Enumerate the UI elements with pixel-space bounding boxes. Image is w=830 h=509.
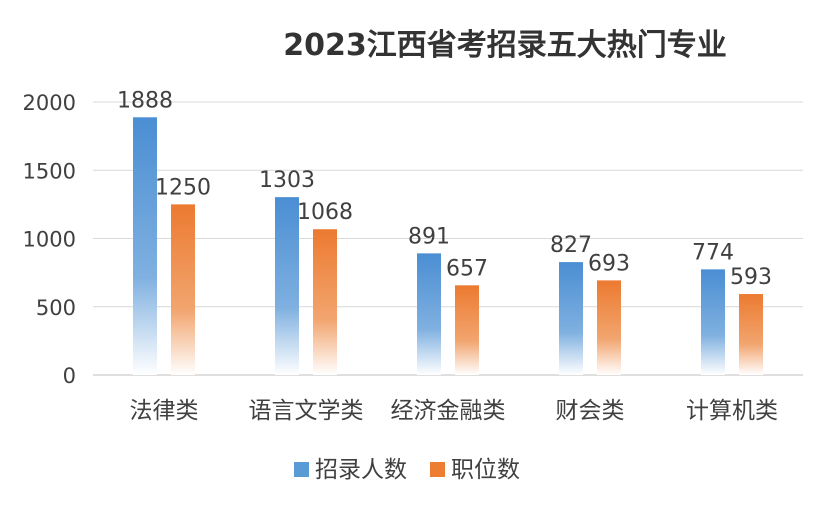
y-tick-label: 1000 bbox=[23, 228, 76, 252]
y-tick-label: 2000 bbox=[23, 91, 76, 115]
legend-label: 招录人数 bbox=[315, 457, 407, 483]
bar-positions bbox=[313, 229, 337, 375]
legend-swatch bbox=[294, 462, 309, 477]
data-label: 1250 bbox=[155, 175, 211, 200]
y-tick-label: 1500 bbox=[23, 159, 76, 183]
legend-label: 职位数 bbox=[451, 457, 520, 483]
x-tick-label: 财会类 bbox=[556, 398, 625, 424]
grid-layer bbox=[93, 101, 803, 376]
data-label: 774 bbox=[692, 240, 734, 265]
legend: 招录人数 职位数 bbox=[294, 457, 520, 483]
bar-positions bbox=[455, 285, 479, 375]
bar-recruits bbox=[275, 197, 299, 375]
chart-title: 2023江西省考招录五大热门专业 bbox=[283, 28, 727, 63]
data-label: 657 bbox=[446, 256, 488, 281]
legend-swatch bbox=[430, 462, 445, 477]
bar-positions bbox=[597, 280, 621, 375]
x-tick-label: 计算机类 bbox=[686, 398, 778, 424]
data-label: 593 bbox=[730, 265, 772, 290]
data-label: 827 bbox=[550, 233, 592, 258]
bar-recruits bbox=[417, 253, 441, 375]
bar-recruits bbox=[133, 117, 157, 376]
bar-positions bbox=[171, 204, 195, 375]
bar-positions bbox=[739, 294, 763, 375]
data-label: 1068 bbox=[297, 200, 353, 225]
x-axis: 法律类 语言文学类 经济金融类 财会类 计算机类 bbox=[130, 398, 779, 424]
y-tick-label: 0 bbox=[63, 364, 76, 388]
data-label: 891 bbox=[408, 224, 450, 249]
data-label: 1888 bbox=[117, 88, 173, 113]
data-label: 1303 bbox=[259, 168, 315, 193]
y-tick-label: 500 bbox=[36, 296, 76, 320]
bar-recruits bbox=[559, 262, 583, 375]
x-tick-label: 经济金融类 bbox=[391, 398, 506, 424]
x-tick-label: 法律类 bbox=[130, 398, 199, 424]
x-tick-label: 语言文学类 bbox=[249, 398, 364, 424]
data-label: 693 bbox=[588, 251, 630, 276]
bar-recruits bbox=[701, 269, 725, 375]
y-axis: 0 500 1000 1500 2000 bbox=[23, 91, 76, 388]
